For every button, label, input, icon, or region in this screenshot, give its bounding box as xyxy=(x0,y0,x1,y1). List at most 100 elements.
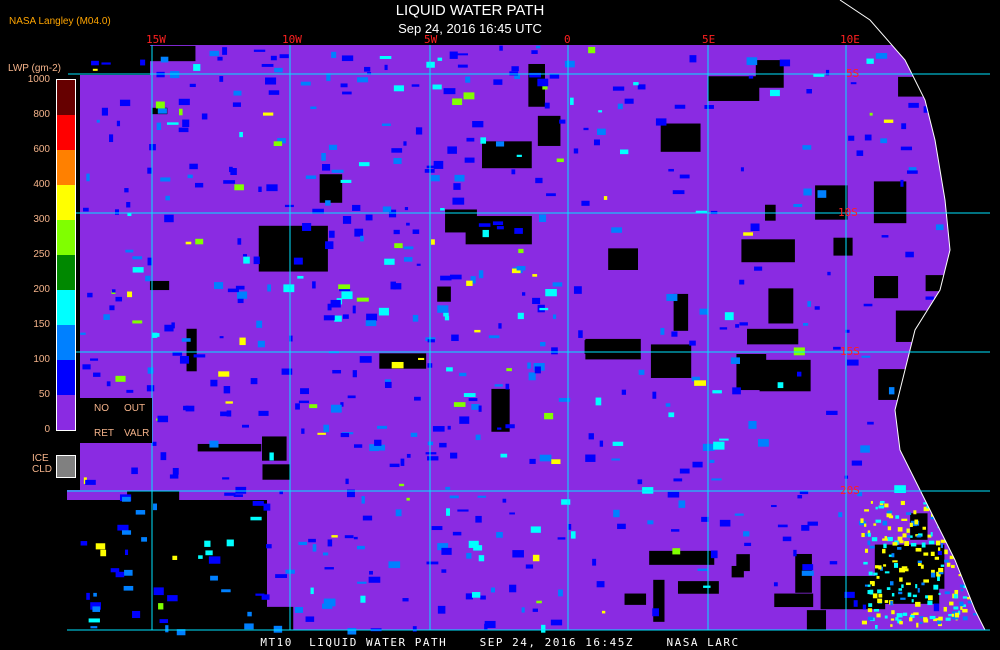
cloud-pixel xyxy=(827,271,831,276)
cloud-pixel xyxy=(522,292,526,296)
cloud-pixel xyxy=(447,425,451,430)
cloud-pixel xyxy=(403,141,407,146)
cloud-pixel xyxy=(338,284,351,290)
cloud-pixel xyxy=(754,266,763,271)
cloud-pixel xyxy=(862,604,867,610)
cloud-pixel xyxy=(393,229,400,235)
clear-sky-patch xyxy=(774,593,814,608)
cloud-pixel xyxy=(528,372,536,381)
cloud-pixel xyxy=(958,610,961,615)
cloud-pixel xyxy=(936,540,941,546)
cloud-pixel xyxy=(430,175,440,182)
cloud-pixel xyxy=(226,539,234,547)
cloud-pixel xyxy=(873,523,877,526)
cloud-pixel xyxy=(110,568,120,573)
cloud-pixel xyxy=(709,459,715,463)
cloud-pixel xyxy=(91,60,99,66)
cloud-pixel xyxy=(124,549,129,556)
cloud-pixel xyxy=(406,497,410,501)
cloud-pixel xyxy=(875,624,878,629)
cloud-pixel xyxy=(743,232,754,236)
cloud-pixel xyxy=(446,367,453,372)
cloud-pixel xyxy=(209,50,220,57)
cloud-pixel xyxy=(730,357,740,364)
cloud-pixel xyxy=(901,584,904,588)
cloud-pixel xyxy=(441,547,452,555)
cloud-pixel xyxy=(532,608,538,612)
clear-sky-patch xyxy=(673,293,689,331)
clear-sky-patch xyxy=(650,344,692,378)
cloud-pixel xyxy=(601,610,606,614)
cloud-pixel xyxy=(109,134,114,143)
cloud-pixel xyxy=(367,72,372,75)
cloud-pixel xyxy=(323,315,335,321)
cloud-pixel xyxy=(617,103,623,110)
cloud-pixel xyxy=(312,544,317,552)
cloud-pixel xyxy=(867,530,871,534)
cloud-pixel xyxy=(427,456,439,461)
clear-sky-patch xyxy=(80,45,150,75)
cloud-pixel xyxy=(531,50,538,54)
clear-sky-patch xyxy=(585,338,641,360)
cloud-pixel xyxy=(93,372,101,377)
cloud-pixel xyxy=(857,492,863,497)
cloud-pixel xyxy=(954,612,960,618)
cloud-pixel xyxy=(578,330,583,338)
cloud-pixel xyxy=(220,411,229,417)
cloud-pixel xyxy=(867,584,871,587)
cloud-pixel xyxy=(209,440,219,448)
cloud-pixel xyxy=(937,576,940,582)
cloud-pixel xyxy=(535,177,543,184)
clear-sky-patch xyxy=(873,181,907,224)
cloud-pixel xyxy=(346,489,355,498)
cloud-pixel xyxy=(432,84,442,90)
cloud-pixel xyxy=(239,131,243,138)
cloud-pixel xyxy=(652,391,657,399)
cloud-pixel xyxy=(325,241,334,250)
cloud-pixel xyxy=(903,568,909,572)
cloud-pixel xyxy=(891,553,895,558)
cloud-pixel xyxy=(227,288,239,293)
cloud-pixel xyxy=(962,604,967,608)
cloud-pixel xyxy=(204,540,211,547)
cloud-pixel xyxy=(415,127,423,135)
lon-label-5e: 5E xyxy=(702,33,716,46)
cloud-pixel xyxy=(962,608,968,613)
cloud-pixel xyxy=(735,324,740,328)
cloud-pixel xyxy=(899,540,904,544)
cloud-pixel xyxy=(342,216,352,224)
cloud-pixel xyxy=(867,540,871,546)
cloud-pixel xyxy=(704,105,714,109)
cloud-pixel xyxy=(90,626,98,629)
legend-swatch xyxy=(57,360,75,395)
cloud-pixel xyxy=(692,461,703,468)
cloud-pixel xyxy=(550,619,563,626)
cloud-pixel xyxy=(250,378,258,385)
cloud-pixel xyxy=(330,404,342,413)
lon-label-15w: 15W xyxy=(146,33,166,46)
cloud-pixel xyxy=(876,576,880,579)
cloud-pixel xyxy=(446,508,450,516)
cloud-pixel xyxy=(116,120,121,127)
cloud-pixel xyxy=(917,561,922,567)
cloud-pixel xyxy=(341,291,353,300)
cloud-pixel xyxy=(901,123,907,130)
legend-tick: 1000 xyxy=(27,74,50,85)
no-ret-label-2: RET xyxy=(94,428,114,439)
cloud-pixel xyxy=(757,438,769,447)
cloud-pixel xyxy=(114,209,119,215)
cloud-pixel xyxy=(953,606,959,610)
cloud-pixel xyxy=(453,183,461,190)
cloud-pixel xyxy=(466,137,475,142)
cloud-pixel xyxy=(353,444,363,448)
clear-sky-patch xyxy=(741,239,795,263)
cloud-pixel xyxy=(167,595,178,602)
cloud-pixel xyxy=(748,75,754,79)
cloud-pixel xyxy=(369,570,373,575)
cloud-pixel xyxy=(929,615,936,620)
cloud-pixel xyxy=(453,402,466,407)
cloud-pixel xyxy=(127,212,132,217)
cloud-pixel xyxy=(492,221,504,226)
cloud-pixel xyxy=(432,426,445,432)
cloud-pixel xyxy=(85,479,96,485)
